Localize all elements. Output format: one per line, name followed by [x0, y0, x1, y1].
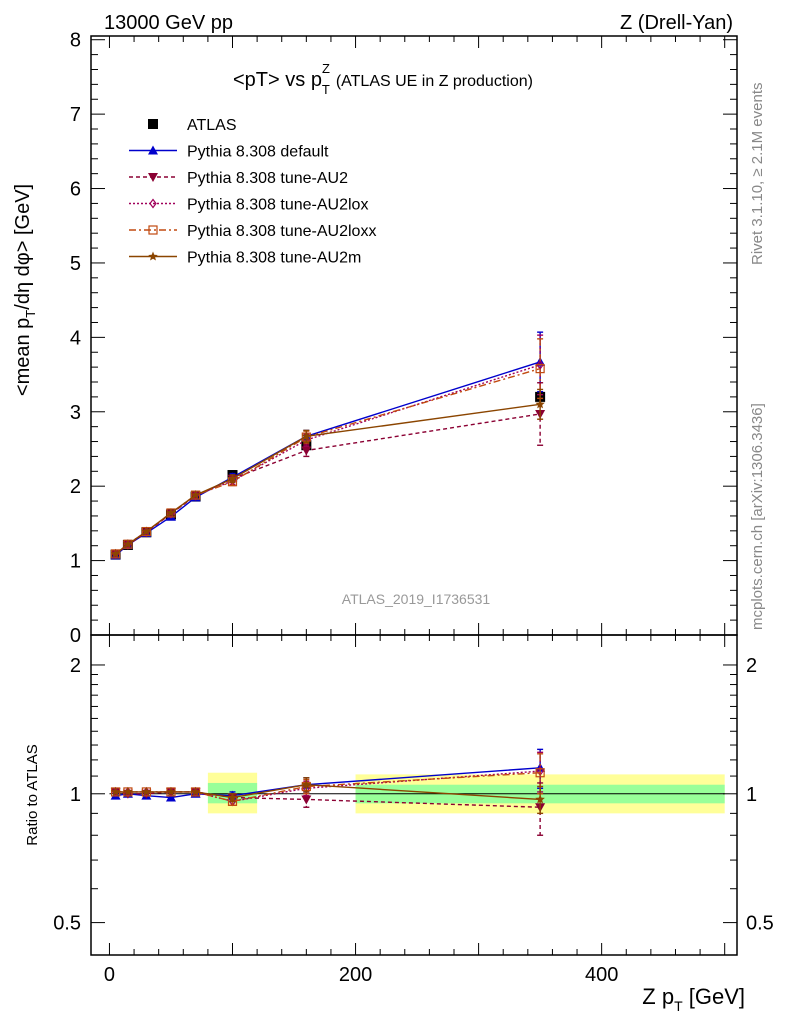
x-axis-label: Z pT [GeV]: [642, 984, 745, 1014]
watermark: ATLAS_2019_I1736531: [342, 591, 491, 607]
main-point-au2m: [123, 539, 133, 549]
legend-label-atlas: ATLAS: [187, 117, 237, 134]
x-tick-label: 0: [104, 964, 115, 986]
x-label-b: [GeV]: [683, 984, 745, 1009]
legend-label-default: Pythia 8.308 default: [187, 144, 329, 161]
main-series-au2: [110, 382, 546, 559]
ratio-line-au2lox: [115, 770, 541, 803]
main-y-tick-label: 4: [70, 327, 81, 349]
main-point-au2m: [166, 507, 176, 518]
ratio-series-au2m: [110, 777, 545, 815]
main-series-atlas: [110, 391, 546, 560]
header-process: Z (Drell-Yan): [620, 12, 733, 34]
x-tick-label: 400: [585, 964, 618, 986]
main-title-text: <pT> vs p: [233, 69, 322, 91]
main-point-au2m: [301, 431, 312, 441]
legend-label-au2lox: Pythia 8.308 tune-AU2lox: [187, 197, 368, 214]
main-title: <pT> vs pZ T (ATLAS UE in Z production): [233, 61, 533, 97]
main-y-tick-label: 5: [70, 253, 81, 275]
legend-marker-atlas: [148, 119, 158, 129]
main-point-au2m: [535, 399, 545, 409]
legend-marker-au2loxx: [148, 225, 158, 235]
main-point-au2m: [190, 490, 201, 500]
main-line-au2: [115, 413, 541, 555]
main-series-au2m: [110, 388, 545, 558]
x-label-a: Z p: [642, 984, 674, 1009]
main-ylabel-sub: T: [23, 310, 38, 318]
legend: ATLAS Pythia 8.308 default Pythia 8.308 tu…: [129, 117, 376, 267]
main-line-au2m: [115, 403, 541, 555]
main-y-tick-label: 3: [70, 402, 81, 424]
main-line-au2loxx: [115, 367, 541, 555]
ratio-point-au2m: [535, 794, 545, 804]
ratio-point-default: [165, 792, 176, 802]
ratio-y-tick-label: 2: [70, 655, 81, 677]
main-series-au2loxx: [111, 338, 545, 559]
ratio-point-au2m: [227, 792, 238, 802]
axes-layer: 0 200 400 0 1 2 3 4 5 6 7 8 0.5 0.5 1 1 2 2: [53, 30, 774, 986]
main-y-tick-label: 7: [70, 104, 81, 126]
main-title-rest: (ATLAS UE in Z production): [336, 73, 533, 90]
main-y-tick-label: 0: [70, 625, 81, 647]
legend-marker-au2m: [148, 251, 158, 261]
legend-marker-au2: [148, 173, 158, 182]
main-y-tick-label: 8: [70, 30, 81, 52]
main-ylabel-b: /dη dφ> [GeV]: [12, 184, 34, 310]
ratio-point-au2m: [141, 786, 152, 796]
ratio-line-au2: [115, 791, 541, 808]
main-line-default: [115, 361, 541, 556]
main-series-layer: [110, 331, 546, 560]
rivet-label: Rivet 3.1.10, ≥ 2.1M events: [749, 83, 766, 266]
ratio-y-tick-label: 0.5: [53, 913, 81, 935]
legend-label-au2loxx: Pythia 8.308 tune-AU2loxx: [187, 223, 376, 240]
x-tick-label: 200: [339, 964, 372, 986]
ratio-point-au2m: [301, 779, 312, 789]
ratio-ylabel: Ratio to ATLAS: [24, 744, 41, 845]
main-y-tick-label: 1: [70, 551, 81, 573]
main-title-sub: T: [322, 82, 330, 97]
main-title-sup: Z: [322, 61, 330, 76]
x-label-sub: T: [674, 998, 683, 1014]
ratio-point-au2m: [190, 786, 201, 796]
ratio-y-tick-label: 1: [70, 784, 81, 806]
ratio-point-au2m: [166, 786, 176, 796]
legend-marker-au2lox: [149, 198, 157, 209]
header-energy: 13000 GeV pp: [104, 12, 233, 34]
ratio-frame: [90, 634, 738, 956]
legend-label-au2: Pythia 8.308 tune-AU2: [187, 170, 348, 187]
main-point-au2m: [141, 526, 152, 536]
ratio-point-au2m: [123, 786, 133, 796]
main-ylabel: <mean pT/dη dφ> [GeV]: [12, 184, 38, 396]
legend-marker-default: [148, 145, 158, 155]
ratio-point-au2: [301, 795, 312, 805]
main-point-au2: [301, 446, 312, 456]
main-series-default: [110, 331, 546, 560]
main-point-au2m: [110, 548, 121, 558]
mcplots-label: mcplots.cern.ch [arXiv:1306.3436]: [749, 403, 766, 630]
main-ylabel-a: <mean p: [12, 318, 34, 396]
ratio-y-tick-label-right: 2: [746, 655, 757, 677]
ratio-series-layer: [110, 748, 546, 836]
ratio-line-au2m: [115, 784, 541, 801]
legend-label-au2m: Pythia 8.308 tune-AU2m: [187, 250, 361, 267]
main-y-tick-label: 2: [70, 476, 81, 498]
ratio-y-tick-label-right: 0.5: [746, 913, 774, 935]
ratio-y-tick-label-right: 1: [746, 784, 757, 806]
main-y-tick-label: 6: [70, 179, 81, 201]
main-point-au2m: [227, 473, 238, 483]
main-point-au2loxx: [535, 364, 545, 374]
ratio-point-au2loxx: [535, 768, 545, 778]
main-line-au2lox: [115, 364, 541, 555]
ratio-point-au2m: [110, 786, 121, 796]
